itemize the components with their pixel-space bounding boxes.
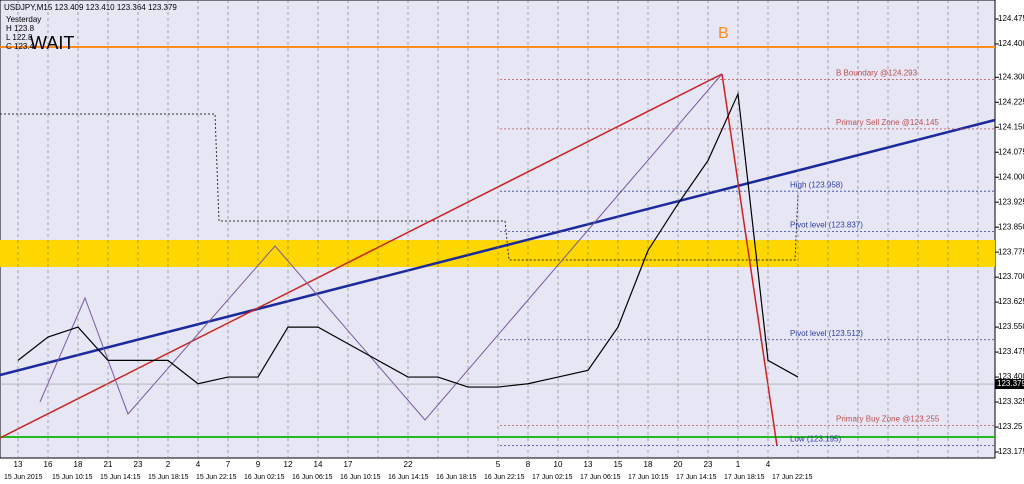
x-tick-label: 13	[14, 460, 23, 469]
y-tick-label: 124.075	[998, 147, 1024, 156]
x-tick-label: 10	[554, 460, 563, 469]
y-tick-label: 123.625	[998, 297, 1024, 306]
y-tick-label: 124.475	[998, 14, 1024, 23]
info-line: Yesterday	[6, 15, 41, 24]
x-tick-label: 5	[496, 460, 501, 469]
info-line: L 122.8	[6, 33, 33, 42]
x-tick-label: 23	[704, 460, 713, 469]
y-tick-label: 124.150	[998, 122, 1024, 131]
x-tick-label: 14	[314, 460, 323, 469]
x-tick-label: 18	[74, 460, 83, 469]
y-tick-label: 123.925	[998, 197, 1024, 206]
y-tick-label: 123.850	[998, 222, 1024, 231]
x-tick-label: 13	[584, 460, 593, 469]
zone-band	[0, 240, 995, 267]
box-outline	[0, 113, 799, 261]
x-tick-label: 20	[674, 460, 683, 469]
x-tick-label: 12	[284, 460, 293, 469]
y-tick-label: 123.175	[998, 447, 1024, 456]
date-label: 15 Jun 14:15	[100, 474, 141, 481]
y-tick-label: 124.400	[998, 39, 1024, 48]
date-label: 17 Jun 02:15	[532, 474, 573, 481]
y-tick-label: 123.475	[998, 347, 1024, 356]
date-label: 17 Jun 18:15	[724, 474, 765, 481]
x-tick-label: 4	[766, 460, 771, 469]
y-tick-label: 123.775	[998, 247, 1024, 256]
y-tick-label: 124.000	[998, 172, 1024, 181]
date-label: 15 Jun 22:15	[196, 474, 237, 481]
date-label: 16 Jun 02:15	[244, 474, 285, 481]
date-label: 16 Jun 06:15	[292, 474, 333, 481]
price-line	[17, 91, 799, 388]
zigzag	[39, 73, 723, 421]
level-label: Low (123.195)	[790, 434, 841, 443]
x-tick-label: 17	[344, 460, 353, 469]
info-line: H 123.8	[6, 24, 35, 33]
x-tick-label: 1	[736, 460, 741, 469]
date-label: 17 Jun 10:15	[628, 474, 669, 481]
x-tick-label: 16	[44, 460, 53, 469]
x-tick-label: 18	[644, 460, 653, 469]
level-label: High (123.958)	[790, 180, 843, 189]
level-label: Primary Buy Zone @123.255	[836, 414, 940, 423]
y-tick-label: 123.400	[998, 372, 1024, 381]
trend-line-red	[0, 73, 723, 439]
date-label: 15 Jun 10:15	[52, 474, 93, 481]
date-label: 17 Jun 14:15	[676, 474, 717, 481]
date-label: 15 Jun 2015	[4, 474, 43, 481]
signal: WAIT	[30, 33, 74, 53]
plot-area	[0, 0, 996, 459]
date-label: 17 Jun 06:15	[580, 474, 621, 481]
date-label: 16 Jun 22:15	[484, 474, 525, 481]
x-tick-label: 23	[134, 460, 143, 469]
header: USDJPY,M15 123.409 123.410 123.364 123.3…	[4, 3, 177, 12]
date-label: 15 Jun 18:15	[148, 474, 189, 481]
x-tick-label: 21	[104, 460, 113, 469]
level-label: Primary Sell Zone @124.145	[836, 118, 939, 127]
level-label: B Boundary @124.293	[836, 69, 918, 78]
current-price-label: 123.379	[997, 379, 1024, 388]
date-label: 16 Jun 14:15	[388, 474, 429, 481]
level-label: Pivot level (123.837)	[790, 221, 863, 230]
x-tick-label: 4	[196, 460, 201, 469]
x-tick-label: 15	[614, 460, 623, 469]
y-tick-label: 124.225	[998, 97, 1024, 106]
y-tick-label: 123.325	[998, 397, 1024, 406]
y-tick-label: 123.700	[998, 272, 1024, 281]
y-tick-label: 123.550	[998, 322, 1024, 331]
x-tick-label: 8	[526, 460, 531, 469]
date-label: 16 Jun 18:15	[436, 474, 477, 481]
trend-line-blue	[0, 118, 996, 377]
y-tick-label: 124.300	[998, 72, 1024, 81]
x-tick-label: 22	[404, 460, 413, 469]
x-tick-label: 2	[166, 460, 171, 469]
date-label: 16 Jun 10:15	[340, 474, 381, 481]
current-price-box	[995, 379, 1024, 390]
x-tick-label: 9	[256, 460, 261, 469]
info-line: C 123.4	[6, 42, 35, 51]
level-label: Pivot level (123.512)	[790, 329, 863, 338]
y-tick-label: 123.25	[998, 422, 1023, 431]
date-label: 17 Jun 22:15	[772, 474, 813, 481]
x-tick-label: 7	[226, 460, 231, 469]
wave-marker: B	[718, 25, 729, 42]
